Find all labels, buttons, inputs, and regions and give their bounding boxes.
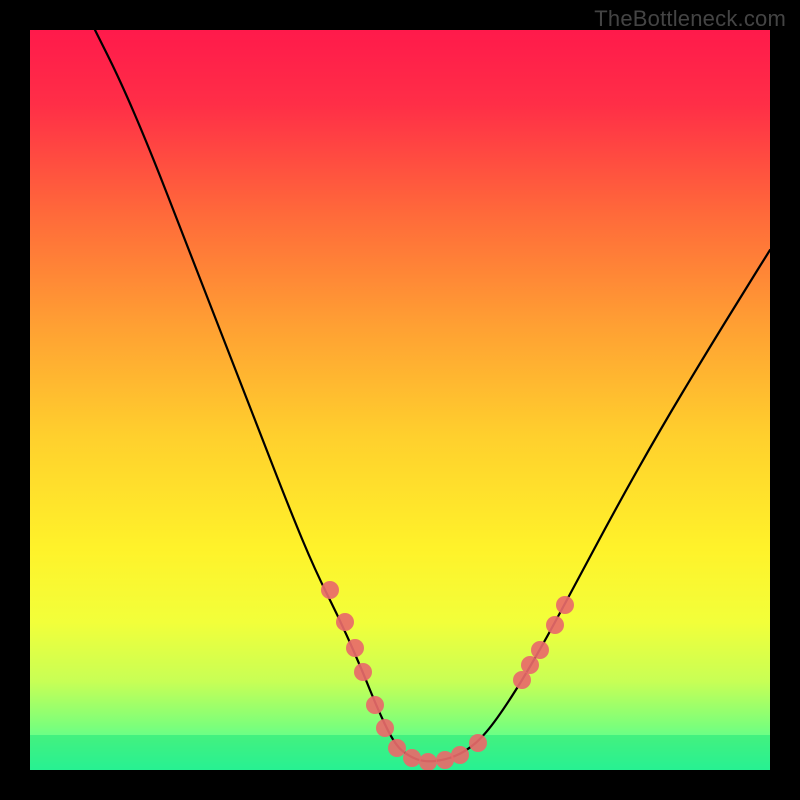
marker-dot <box>336 613 354 631</box>
marker-dot <box>346 639 364 657</box>
marker-dot <box>354 663 372 681</box>
marker-dot <box>403 749 421 767</box>
marker-dot <box>531 641 549 659</box>
marker-dot <box>556 596 574 614</box>
plot-background <box>30 30 770 770</box>
marker-dot <box>451 746 469 764</box>
marker-dot <box>376 719 394 737</box>
marker-dot <box>366 696 384 714</box>
marker-dot <box>469 734 487 752</box>
marker-dot <box>321 581 339 599</box>
marker-dot <box>546 616 564 634</box>
marker-dot <box>419 753 437 771</box>
marker-dot <box>521 656 539 674</box>
chart-svg <box>0 0 800 800</box>
marker-dot <box>388 739 406 757</box>
chart-container: TheBottleneck.com <box>0 0 800 800</box>
watermark-label: TheBottleneck.com <box>594 6 786 32</box>
